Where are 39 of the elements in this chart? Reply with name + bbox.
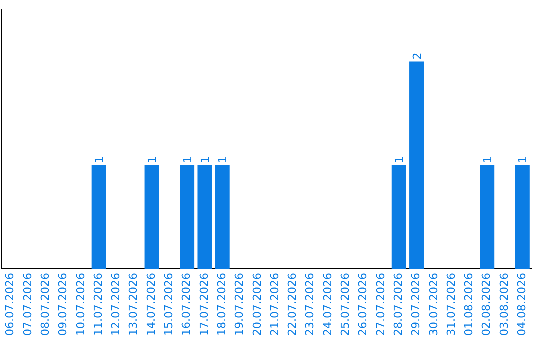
x-tick-label: 28.07.2026 bbox=[392, 273, 405, 336]
x-tick-label: 16.07.2026 bbox=[180, 273, 194, 336]
data-label: 1 bbox=[146, 156, 160, 164]
x-tick-label: 02.08.2026 bbox=[480, 273, 494, 336]
x-tick-label: 13.07.2026 bbox=[127, 273, 140, 336]
x-tick-label: 07.07.2026 bbox=[21, 273, 34, 336]
data-label: 1 bbox=[393, 156, 406, 164]
x-tick-label: 23.07.2026 bbox=[304, 273, 317, 336]
x-tick-label: 21.07.2026 bbox=[268, 273, 282, 336]
x-tick-label: 15.07.2026 bbox=[162, 273, 176, 336]
data-label: 1 bbox=[93, 156, 106, 164]
x-tick-label: 17.07.2026 bbox=[198, 273, 211, 336]
x-tick-label: 01.08.2026 bbox=[462, 273, 476, 336]
x-tick-label: 26.07.2026 bbox=[356, 273, 370, 336]
data-label: 1 bbox=[198, 156, 212, 164]
x-tick-label: 04.08.2026 bbox=[516, 273, 529, 336]
x-tick-label: 31.07.2026 bbox=[444, 273, 458, 336]
x-tick-label: 08.07.2026 bbox=[38, 273, 52, 336]
x-tick-label: 29.07.2026 bbox=[410, 273, 423, 336]
x-tick-label: 18.07.2026 bbox=[215, 273, 228, 336]
x-tick-label: 19.07.2026 bbox=[233, 273, 246, 336]
x-tick-label: 09.07.2026 bbox=[56, 273, 70, 336]
x-tick-label: 27.07.2026 bbox=[374, 273, 388, 336]
x-tick-label: 12.07.2026 bbox=[110, 273, 123, 336]
x-tick-label: 30.07.2026 bbox=[427, 273, 440, 336]
x-tick-label: 22.07.2026 bbox=[286, 273, 300, 336]
data-label: 1 bbox=[216, 156, 230, 164]
data-label: 1 bbox=[481, 156, 494, 164]
x-tick-label: 10.07.2026 bbox=[74, 273, 88, 336]
data-label: 1 bbox=[181, 156, 194, 164]
x-tick-label: 25.07.2026 bbox=[339, 273, 352, 336]
data-label: 2 bbox=[410, 52, 424, 60]
x-tick-label: 03.08.2026 bbox=[498, 273, 511, 336]
x-tick-label: 06.07.2026 bbox=[4, 273, 17, 336]
data-label: 1 bbox=[516, 156, 530, 164]
x-tick-label: 14.07.2026 bbox=[144, 273, 158, 336]
x-tick-label: 20.07.2026 bbox=[250, 273, 264, 336]
x-tick-label: 24.07.2026 bbox=[321, 273, 334, 336]
x-tick-label: 11.07.2026 bbox=[92, 273, 105, 336]
